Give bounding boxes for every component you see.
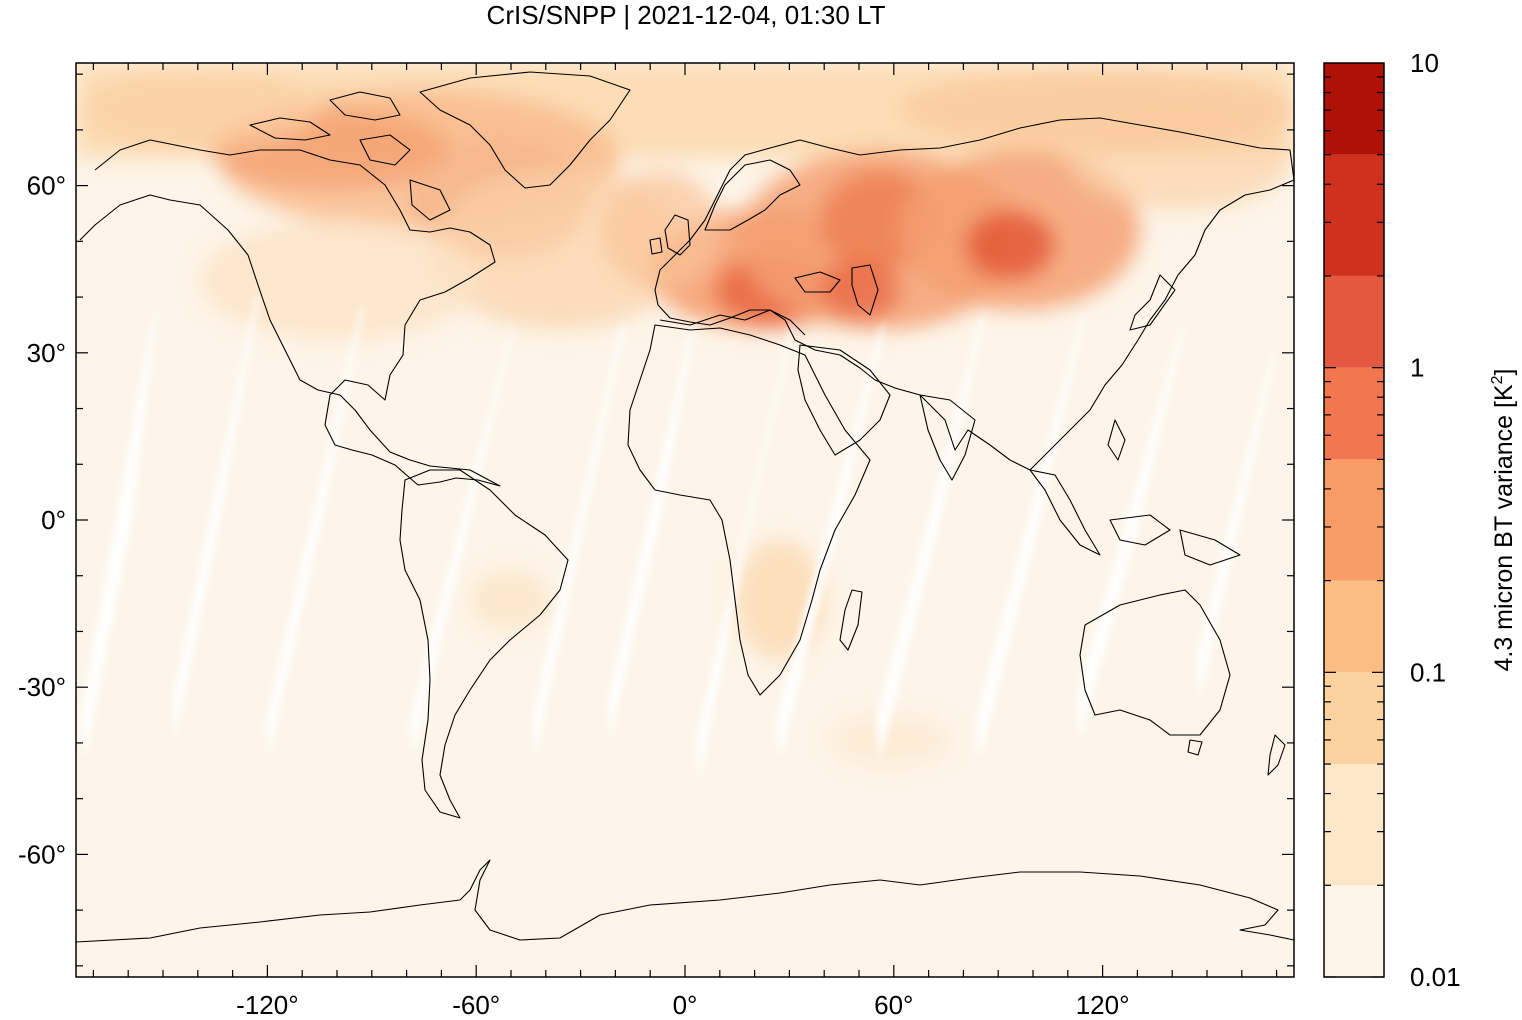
orbit-gaps [80, 290, 1276, 780]
x-tick-label: 60° [874, 990, 913, 1020]
colorbar-tick-label: 0.1 [1410, 657, 1446, 687]
eurasia-coast [654, 117, 1294, 471]
x-tick-label: -60° [452, 990, 500, 1020]
chart-title: CrIS/SNPP | 2021-12-04, 01:30 LT [487, 0, 886, 30]
x-tick-label: -120° [236, 990, 298, 1020]
antarctica-coast [76, 859, 1294, 943]
mediterranean-coast [659, 309, 806, 336]
madagascar [839, 589, 863, 651]
scandinavia-coast [704, 159, 801, 231]
colorbar-tick-labels: 10 1 0.1 0.01 [1410, 48, 1461, 992]
colorbar-band [1324, 367, 1384, 460]
greenland-coast [419, 71, 631, 189]
y-tick-label: 60° [27, 171, 66, 201]
british-isles [649, 214, 691, 256]
colorbar-label: 4.3 micron BT variance [K2] [1489, 368, 1518, 671]
colorbar-band [1324, 672, 1384, 765]
australia-coast [1079, 589, 1231, 756]
y-tick-label: -60° [18, 839, 66, 869]
africa-coast [627, 324, 871, 696]
new-zealand [1267, 734, 1286, 776]
colorbar-ticks [1324, 76, 1384, 978]
x-tick-label: 0° [673, 990, 698, 1020]
y-tick-label: 30° [27, 338, 66, 368]
colorbar-band [1324, 275, 1384, 368]
colorbar-tick-label: 10 [1410, 48, 1439, 78]
colorbar-band [1324, 580, 1384, 673]
y-tick-label: -30° [18, 672, 66, 702]
black-caspian-seas [794, 264, 879, 316]
map-panel [76, 63, 1294, 977]
x-tick-label: 120° [1076, 990, 1130, 1020]
southeast-asia [1029, 274, 1241, 566]
india-coast [919, 394, 976, 481]
colorbar-band [1324, 459, 1384, 581]
colorbar [1323, 62, 1385, 978]
colorbar-label-superscript: 2 [1489, 375, 1506, 384]
north-america-coast [79, 139, 501, 487]
colorbar-tick-label: 1 [1410, 353, 1424, 383]
colorbar-frame [1323, 62, 1385, 978]
south-america-coast [399, 469, 569, 819]
map-ticks [76, 63, 1294, 977]
colorbar-band [1324, 764, 1384, 886]
colorbar-tick-label: 0.01 [1410, 962, 1461, 992]
y-tick-label: 0° [41, 505, 66, 535]
canadian-archipelago [249, 91, 451, 221]
colorbar-band [1324, 63, 1384, 155]
map-tick-labels: -120° -60° 0° 60° 120° 60° 30° 0° -30° -60° [18, 171, 1129, 1020]
coastlines [76, 71, 1294, 943]
arabian-peninsula [797, 344, 891, 456]
colorbar-band [1324, 154, 1384, 276]
colorbar-band [1324, 885, 1384, 977]
colorbar-label-close: ] [1490, 368, 1518, 375]
variance-field [76, 63, 1294, 765]
